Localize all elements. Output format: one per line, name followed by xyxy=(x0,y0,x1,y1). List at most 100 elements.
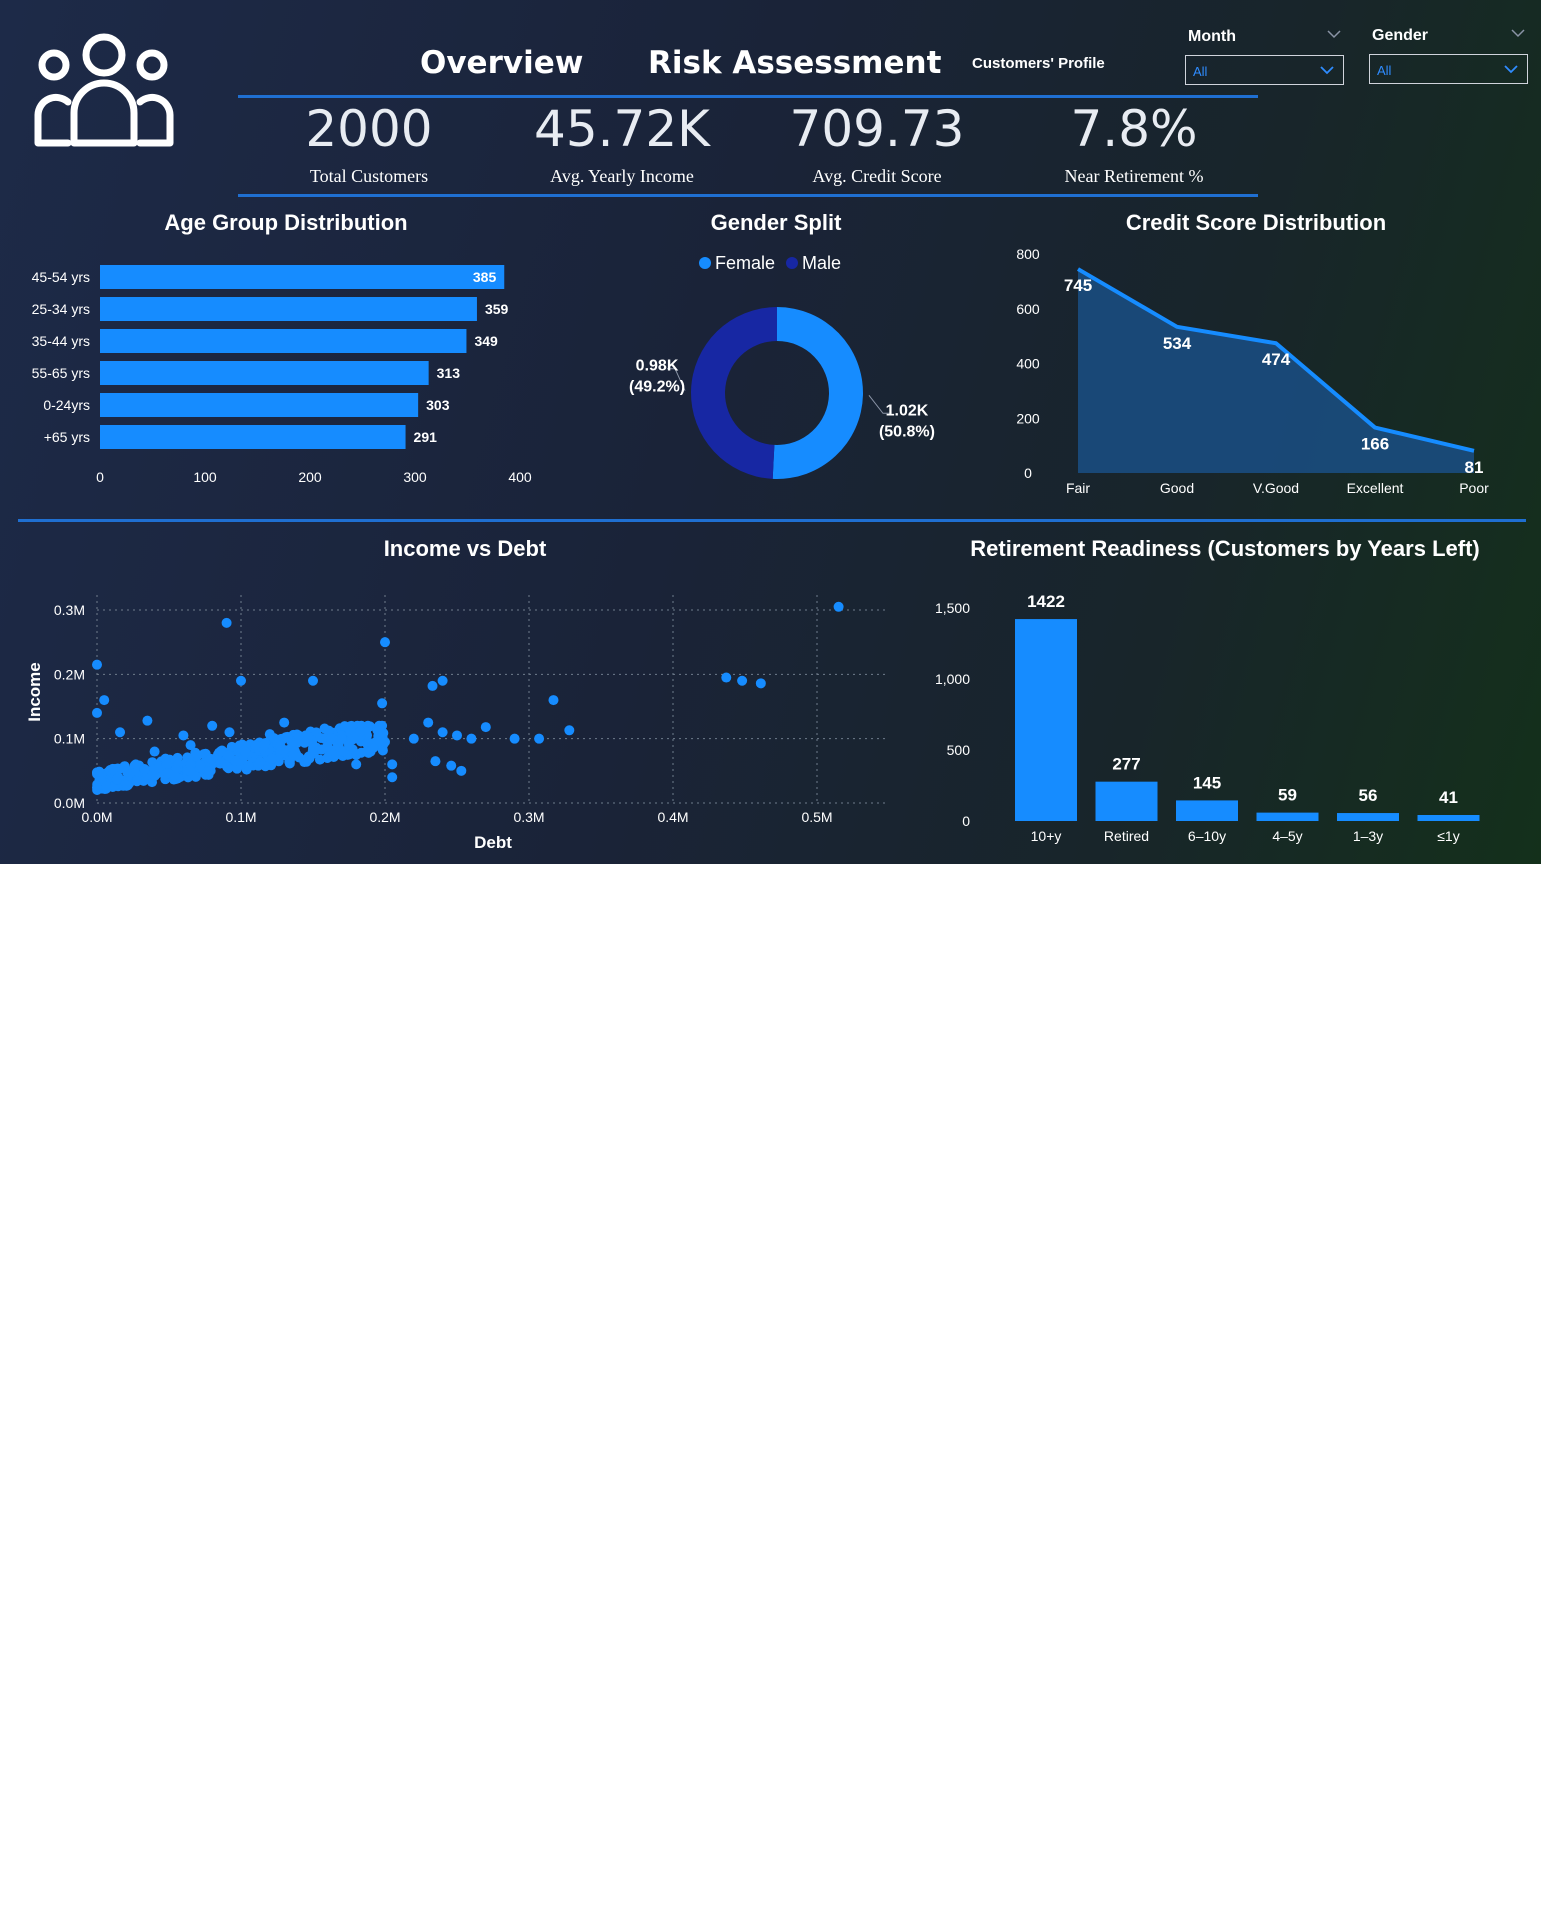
dashboard: Overview Risk Assessment Customers' Prof… xyxy=(0,0,1541,864)
scatter-point xyxy=(215,758,226,769)
month-slicer-label: Month xyxy=(1188,28,1236,45)
scatter-point xyxy=(161,759,172,770)
scatter-point xyxy=(253,760,264,771)
age-group-bar-chart: 45-54 yrs 385 25-34 yrs 359 35-44 yrs 349 55-6… xyxy=(32,265,532,485)
retirement-x-tick-label: 1–3y xyxy=(1353,828,1383,844)
gender-slice xyxy=(772,307,863,479)
leader-line xyxy=(667,368,686,391)
scatter-point xyxy=(185,740,196,751)
scatter-point xyxy=(380,736,390,747)
retirement-data-label: 277 xyxy=(1112,755,1140,774)
scatter-y-tick-label: 0.0M xyxy=(54,795,85,811)
scatter-point xyxy=(755,678,766,689)
scatter-point xyxy=(178,730,189,741)
scatter-point xyxy=(322,741,333,752)
scatter-point xyxy=(437,727,448,738)
scatter-x-tick-label: 0.3M xyxy=(513,809,544,825)
age-category-label: +65 yrs xyxy=(44,429,90,445)
scatter-point xyxy=(195,760,206,771)
tab-overview[interactable]: Overview xyxy=(420,45,584,81)
retirement-data-label: 59 xyxy=(1278,786,1297,805)
scatter-point xyxy=(351,759,362,770)
scatter-point xyxy=(408,733,419,744)
scatter-y-tick-label: 0.1M xyxy=(54,731,85,747)
scatter-point xyxy=(185,765,196,776)
scatter-y-tick-label: 0.2M xyxy=(54,666,85,682)
scatter-point xyxy=(205,753,216,764)
scatter-point xyxy=(108,764,119,775)
retirement-data-label: 1422 xyxy=(1027,592,1065,611)
scatter-point xyxy=(378,728,389,739)
kpi-credit-score-value: 709.73 xyxy=(789,100,965,158)
kpi-credit-score-label: Avg. Credit Score xyxy=(812,166,942,186)
kpi-income-label: Avg. Yearly Income xyxy=(550,166,694,186)
credit-x-tick-label: Poor xyxy=(1459,480,1489,496)
scatter-x-tick-label: 0.5M xyxy=(801,809,832,825)
month-slicer-dropdown[interactable]: All xyxy=(1185,55,1344,85)
scatter-point xyxy=(355,726,366,737)
scatter-y-axis-label: Income xyxy=(25,662,44,722)
credit-chart-title: Credit Score Distribution xyxy=(1125,210,1387,235)
tab-risk-assessment[interactable]: Risk Assessment xyxy=(648,45,942,81)
chevron-down-icon[interactable] xyxy=(1510,27,1526,39)
slice-percent-label: (49.2%) xyxy=(629,379,685,396)
kpi-income-value: 45.72K xyxy=(534,100,710,158)
kpi-total-customers-value: 2000 xyxy=(305,100,433,158)
scatter-point xyxy=(224,727,235,738)
scatter-point xyxy=(139,764,150,775)
scatter-point xyxy=(240,747,251,758)
age-data-label: 303 xyxy=(426,397,450,413)
age-category-label: 35-44 yrs xyxy=(32,333,90,349)
scatter-point xyxy=(226,741,237,752)
retirement-data-label: 145 xyxy=(1193,773,1221,792)
retirement-x-tick-label: ≤1y xyxy=(1437,828,1459,844)
retirement-x-tick-label: 4–5y xyxy=(1272,828,1302,844)
age-category-label: 45-54 yrs xyxy=(32,269,90,285)
scatter-point xyxy=(130,759,141,770)
gender-slice xyxy=(691,307,777,479)
chevron-down-icon[interactable] xyxy=(1326,28,1342,40)
age-bar xyxy=(100,393,419,417)
scatter-point xyxy=(236,675,246,686)
retirement-bar xyxy=(1256,812,1319,821)
scatter-point xyxy=(365,746,376,757)
retirement-bar xyxy=(1176,800,1238,821)
scatter-point xyxy=(275,740,286,751)
scatter-point xyxy=(299,757,310,768)
scatter-point xyxy=(427,680,438,691)
kpi-divider-bottom xyxy=(238,194,1258,197)
gender-slicer-dropdown[interactable]: All xyxy=(1369,54,1528,84)
scatter-point xyxy=(356,747,367,758)
age-x-tick-label: 400 xyxy=(508,469,532,485)
scatter-point xyxy=(380,637,390,648)
credit-data-label: 534 xyxy=(1163,334,1192,353)
retirement-data-label: 41 xyxy=(1439,788,1458,807)
scatter-point xyxy=(131,776,142,787)
credit-data-label: 166 xyxy=(1361,435,1389,454)
age-bar xyxy=(100,297,477,321)
age-bar xyxy=(100,329,467,353)
section-divider xyxy=(18,519,1526,522)
age-bar xyxy=(100,361,429,385)
scatter-point xyxy=(446,760,457,771)
credit-line xyxy=(1076,267,1475,453)
scatter-point xyxy=(250,740,261,751)
scatter-point xyxy=(299,737,310,748)
scatter-point xyxy=(466,733,477,744)
scatter-point xyxy=(203,769,214,780)
scatter-point xyxy=(92,659,102,670)
legend-label: Male xyxy=(802,253,841,273)
scatter-point xyxy=(92,707,102,718)
scatter-point xyxy=(115,727,126,738)
customers-group-icon xyxy=(34,33,174,147)
scatter-point xyxy=(288,742,299,753)
gender-slicer-value: All xyxy=(1377,63,1392,78)
age-x-tick-label: 0 xyxy=(96,469,104,485)
scatter-x-tick-label: 0.4M xyxy=(657,809,688,825)
scatter-point xyxy=(101,781,112,792)
age-bar xyxy=(100,425,406,449)
scatter-point xyxy=(149,770,160,781)
slice-percent-label: (50.8%) xyxy=(879,423,935,440)
age-category-label: 25-34 yrs xyxy=(32,301,90,317)
scatter-point xyxy=(308,743,318,754)
